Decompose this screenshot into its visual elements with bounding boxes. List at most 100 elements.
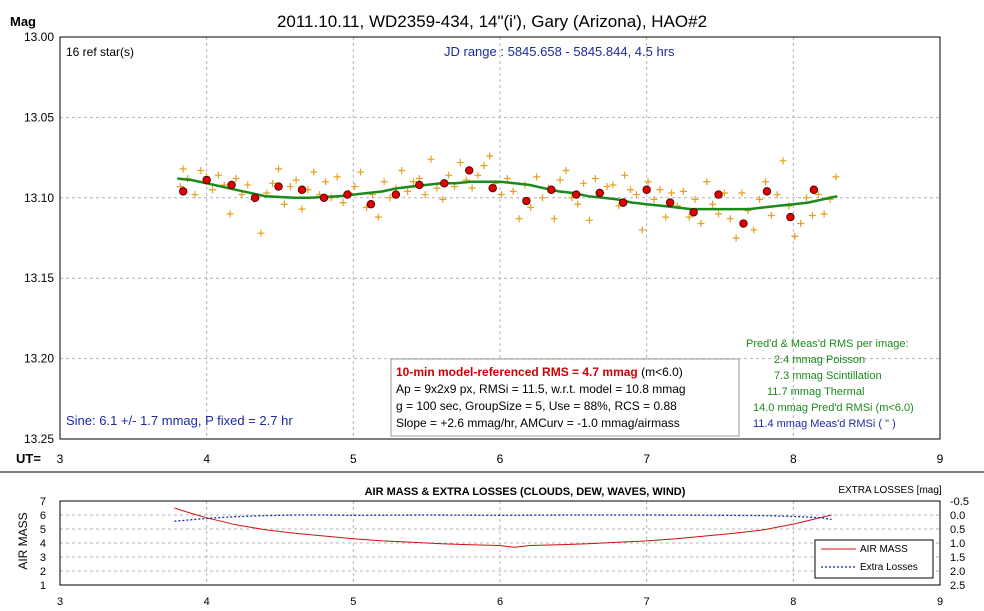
stats-box-frame — [390, 358, 740, 437]
data-point — [398, 166, 406, 174]
y-tick-label: 13.15 — [24, 271, 54, 285]
data-point — [191, 191, 199, 199]
airmass-plot-frame — [59, 500, 941, 586]
data-point — [292, 176, 300, 184]
group-point — [415, 180, 424, 190]
y-tick-label: 13.00 — [24, 30, 54, 44]
data-point — [808, 211, 816, 219]
main-grid — [60, 37, 940, 439]
airmass-x-tick-label: 5 — [350, 596, 356, 608]
chart-title: 2011.10.11, WD2359-434, 14"(i'), Gary (A… — [277, 12, 707, 31]
group-point — [547, 185, 556, 194]
data-point — [756, 195, 764, 203]
data-point — [556, 176, 564, 184]
main-x-ticks: 3 4 5 6 7 8 9 — [57, 452, 944, 466]
data-point — [214, 171, 222, 179]
group-point — [343, 190, 352, 199]
rms-suffix: (m<6.0) — [638, 365, 683, 379]
group-point — [572, 190, 581, 199]
data-point — [709, 200, 717, 208]
stats-line-2: Ap = 9x2x9 px, RMSi = 11.5, w.r.t. model… — [396, 382, 686, 396]
group-point — [178, 187, 188, 196]
data-point — [679, 187, 687, 195]
rms-thermal: 11.7 mmag Thermal — [767, 386, 864, 398]
ref-stars-label: 16 ref star(s) — [66, 45, 134, 59]
data-point — [280, 200, 288, 208]
group-point — [227, 180, 236, 190]
data-point — [321, 178, 329, 186]
group-point — [319, 193, 329, 202]
data-point — [351, 183, 359, 191]
data-point — [486, 152, 494, 160]
data-point — [232, 175, 240, 183]
airmass-x-ticks: 3 4 5 6 7 8 9 — [57, 596, 943, 608]
extra-losses-series-line — [174, 514, 832, 522]
group-point — [488, 183, 497, 193]
stats-line-4: Slope = +2.6 mmag/hr, AMCurv = -1.0 mmag… — [396, 416, 680, 430]
stats-line-3: g = 100 sec, GroupSize = 5, Use = 88%, R… — [396, 399, 677, 413]
data-point — [404, 187, 412, 195]
x-tick-label: 7 — [643, 452, 650, 466]
group-point — [739, 219, 748, 228]
extra-losses-y-tick-label: 0.5 — [950, 524, 965, 536]
extra-losses-y-ticks: -0.5 0.0 0.5 1.0 1.5 2.0 2.5 — [950, 496, 969, 592]
airmass-y-tick-label: 6 — [40, 510, 46, 522]
rms-scintillation: 7.3 mmag Scintillation — [774, 370, 882, 382]
y-tick-label: 13.25 — [24, 432, 54, 446]
data-point — [433, 184, 441, 192]
data-point — [685, 213, 693, 221]
data-point — [650, 195, 658, 203]
rms-predicted: 14.0 mmag Pred'd RMSi (m<6.0) — [753, 402, 914, 414]
x-tick-label: 9 — [937, 452, 944, 466]
individual-points — [176, 152, 840, 242]
data-point — [662, 213, 670, 221]
data-point — [644, 178, 652, 186]
y-tick-label: 13.05 — [24, 110, 54, 124]
main-y-ticks: 13.00 13.05 13.10 13.15 13.20 13.25 — [24, 30, 54, 446]
x-tick-label: 3 — [57, 452, 64, 466]
data-point — [732, 234, 740, 242]
extra-losses-y-tick-label: -0.5 — [950, 496, 969, 508]
data-point — [509, 187, 517, 195]
data-point — [480, 162, 488, 170]
data-point — [468, 184, 476, 192]
rms-measured: 11.4 mmag Meas'd RMSi ( " ) — [753, 418, 896, 430]
airmass-x-tick-label: 3 — [57, 596, 63, 608]
rms-panel-header: Pred'd & Meas'd RMS per image: — [746, 338, 909, 350]
airmass-x-tick-label: 8 — [790, 596, 796, 608]
stats-box: 10-min model-referenced RMS = 4.7 mmag (… — [390, 358, 740, 437]
group-point — [522, 196, 531, 206]
legend-airmass-label: AIR MASS — [860, 544, 908, 555]
data-point — [668, 189, 676, 197]
group-point — [440, 179, 449, 188]
extra-losses-y-tick-label: 2.5 — [950, 580, 965, 592]
data-point — [179, 165, 187, 173]
group-point — [274, 182, 283, 191]
airmass-chart: AIR MASS & EXTRA LOSSES (CLOUDS, DEW, WA… — [16, 485, 969, 608]
data-point — [767, 211, 775, 219]
extra-losses-y-tick-label: 1.5 — [950, 552, 965, 564]
data-point — [445, 171, 453, 179]
data-point — [773, 191, 781, 199]
data-point — [439, 195, 447, 203]
data-point — [333, 173, 341, 181]
data-point — [697, 220, 705, 228]
group-average-points — [178, 166, 819, 228]
group-point — [595, 188, 604, 198]
data-point — [539, 194, 547, 202]
sine-label: Sine: 6.1 +/- 1.7 mmag, P fixed = 2.7 hr — [66, 413, 293, 428]
data-point — [503, 175, 511, 183]
data-point — [515, 215, 523, 223]
group-point — [250, 193, 260, 202]
airmass-x-tick-label: 7 — [644, 596, 650, 608]
data-point — [209, 186, 217, 194]
group-point — [297, 185, 307, 194]
data-point — [456, 158, 464, 166]
airmass-y-tick-label: 3 — [40, 552, 46, 564]
airmass-y-tick-label: 1 — [40, 580, 46, 592]
airmass-y-tick-label: 4 — [40, 538, 46, 550]
data-point — [527, 203, 535, 211]
group-point — [642, 185, 651, 194]
airmass-y-tick-label: 7 — [40, 496, 46, 508]
